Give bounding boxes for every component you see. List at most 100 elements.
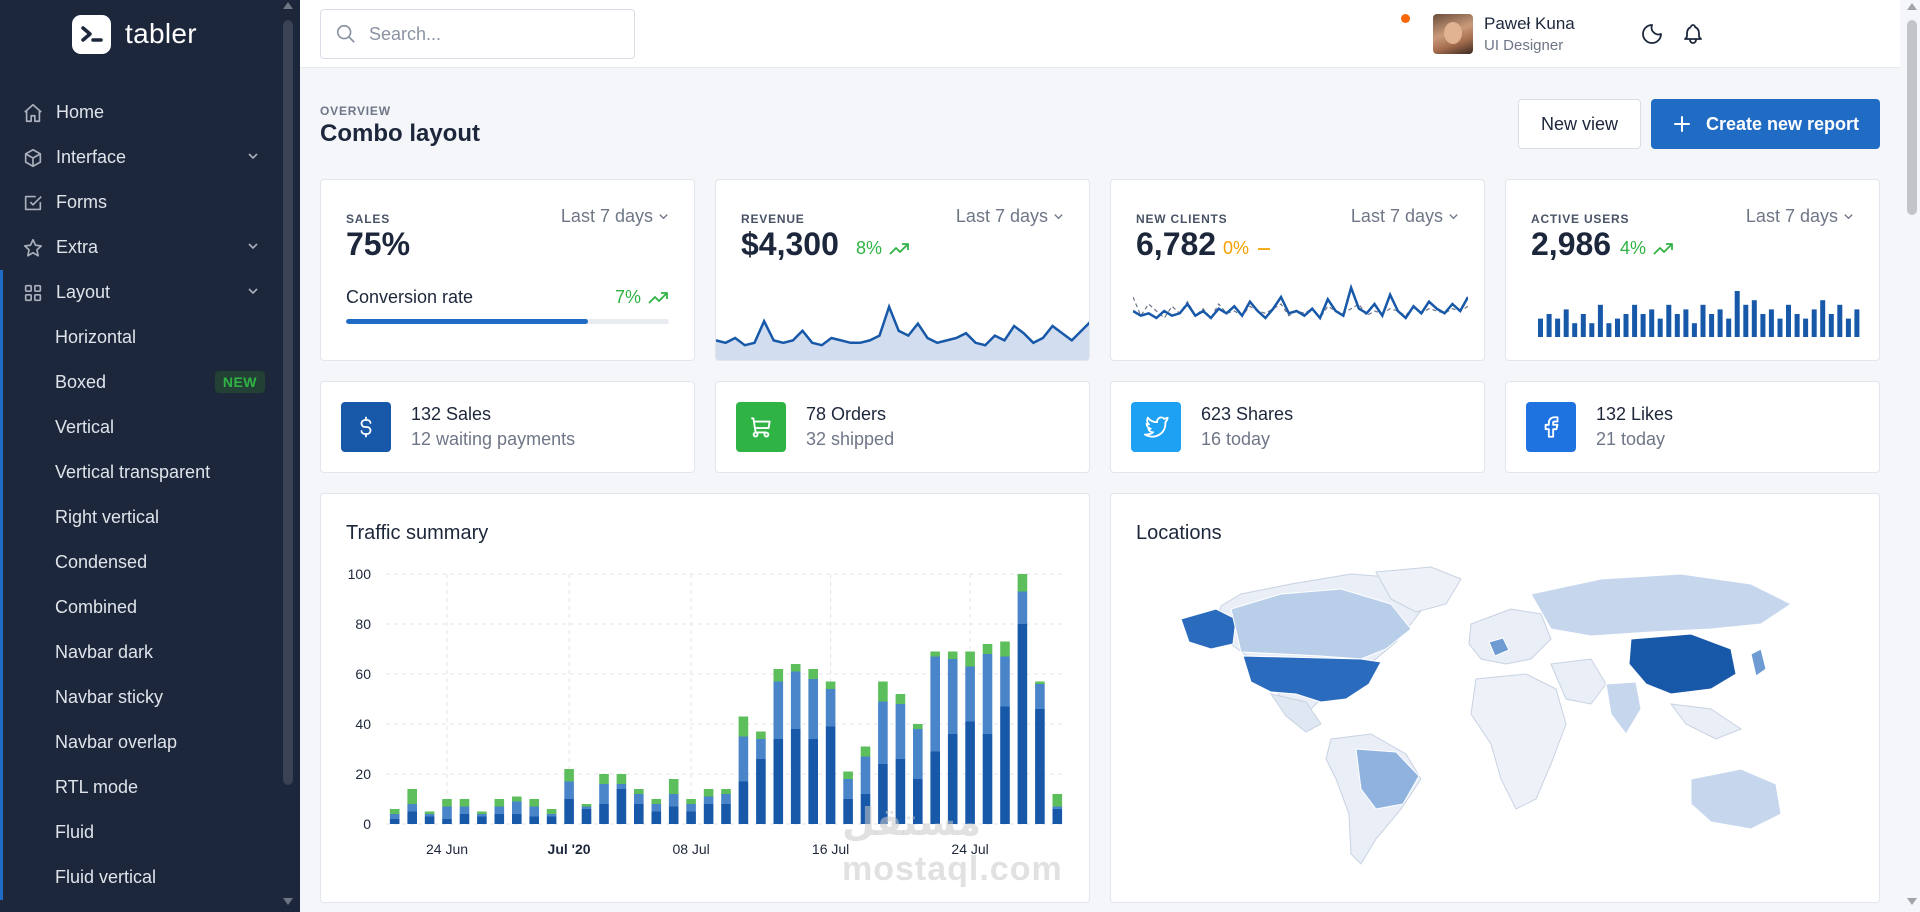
sidebar-sub-boxed[interactable]: Boxed NEW	[0, 360, 280, 405]
bell-icon[interactable]	[1681, 22, 1705, 46]
create-report-button[interactable]: Create new report	[1651, 99, 1880, 149]
new-badge: NEW	[214, 371, 265, 393]
sidebar-scrollbar[interactable]	[283, 20, 293, 785]
sidebar-sub-rtl-mode[interactable]: RTL mode	[0, 765, 280, 810]
brand[interactable]: tabler	[72, 14, 197, 54]
traffic-bar-other	[1017, 574, 1028, 592]
stat-delta: 4%	[1620, 238, 1674, 259]
traffic-bar-web	[616, 789, 627, 824]
active-users-bar	[1632, 304, 1638, 337]
traffic-bar-other	[790, 664, 801, 672]
sidebar-item-label: Navbar overlap	[55, 732, 178, 752]
sidebar-item-home[interactable]: Home	[0, 90, 280, 135]
sidebar-item-interface[interactable]: Interface	[0, 135, 280, 180]
sidebar-scroll-down[interactable]	[283, 898, 293, 905]
sidebar-item-label: Vertical transparent	[55, 462, 211, 482]
sidebar-sub-combined[interactable]: Combined	[0, 585, 280, 630]
page-scroll-down[interactable]	[1907, 898, 1917, 905]
active-users-bar	[1837, 304, 1843, 337]
sidebar-item-extra[interactable]: Extra	[0, 225, 280, 270]
traffic-bar-social	[686, 804, 696, 812]
new-view-button[interactable]: New view	[1518, 99, 1641, 149]
traffic-bar-web	[564, 799, 574, 824]
traffic-chart: 0 20 40 60 80 100 24 Jun Jul '20 08 Jul 16 Jul 24 …	[348, 566, 1066, 857]
world-map[interactable]	[1171, 564, 1821, 874]
sidebar-item-label: Vertical	[55, 417, 115, 437]
range-dropdown[interactable]: Last 7 days	[1351, 206, 1459, 227]
traffic-bar-web	[546, 816, 557, 824]
sidebar-sub-navbar-sticky[interactable]: Navbar sticky	[0, 675, 280, 720]
traffic-bar-social	[982, 654, 993, 734]
y-tick-label: 60	[355, 666, 371, 682]
traffic-bar-social	[546, 814, 557, 817]
chevron-down-icon	[1054, 214, 1063, 220]
progress-fill	[346, 319, 589, 324]
traffic-summary-card: Traffic summary 0 20 40 60 80 100 24 Jun Jul '2…	[320, 493, 1090, 903]
traffic-bar-web	[895, 759, 906, 824]
x-tick-label: 08 Jul	[672, 841, 709, 857]
watermark-arabic: مستقل	[842, 802, 981, 844]
traffic-bar-social	[599, 784, 609, 804]
traffic-bar-other	[738, 716, 749, 737]
traffic-bar-web	[494, 814, 505, 824]
traffic-bar-other	[947, 651, 958, 659]
sidebar-sub-vertical[interactable]: Vertical	[0, 405, 280, 450]
traffic-bar-social	[581, 806, 592, 809]
sidebar-sub-fluid-vertical[interactable]: Fluid vertical	[0, 855, 280, 900]
traffic-bar-web	[825, 726, 836, 824]
traffic-bar-social	[808, 679, 818, 739]
sidebar-sub-right-vertical[interactable]: Right vertical	[0, 495, 280, 540]
map-russia	[1530, 573, 1792, 637]
y-tick-label: 0	[363, 816, 371, 832]
user-name[interactable]: Paweł Kuna	[1484, 14, 1575, 33]
active-users-bar	[1572, 323, 1578, 337]
traffic-bar-social	[389, 814, 400, 819]
page-scroll-up[interactable]	[1907, 3, 1917, 10]
active-users-bar	[1597, 304, 1603, 337]
range-dropdown[interactable]: Last 7 days	[1746, 206, 1854, 227]
search-input[interactable]	[369, 23, 619, 45]
traffic-bar-web	[982, 734, 993, 824]
moon-icon[interactable]	[1640, 22, 1664, 46]
sidebar-sub-navbar-dark[interactable]: Navbar dark	[0, 630, 280, 675]
active-users-bar	[1751, 300, 1757, 337]
search-box[interactable]	[320, 9, 635, 59]
active-users-bar	[1845, 318, 1851, 337]
sidebar-item-layout[interactable]: Layout	[0, 270, 280, 315]
stat-label: NEW CLIENTS	[1136, 212, 1228, 226]
page-scrollbar[interactable]	[1907, 20, 1917, 215]
active-users-bar	[1606, 323, 1612, 337]
range-dropdown[interactable]: Last 7 days	[956, 206, 1064, 227]
traffic-bar-social	[756, 739, 766, 759]
sparkline-current	[1133, 283, 1468, 321]
conversion-delta: 7%	[615, 287, 669, 308]
traffic-bar-social	[1035, 684, 1045, 709]
range-dropdown[interactable]: Last 7 days	[561, 206, 669, 227]
traffic-bar-other	[494, 799, 505, 807]
traffic-bar-other	[634, 789, 644, 794]
active-users-bar	[1683, 309, 1689, 337]
sidebar-sub-vertical-transparent[interactable]: Vertical transparent	[0, 450, 280, 495]
traffic-bar-social	[930, 656, 940, 752]
sidebar-sub-horizontal[interactable]: Horizontal	[0, 315, 280, 360]
sidebar-sub-condensed[interactable]: Condensed	[0, 540, 280, 585]
traffic-bar-social	[947, 659, 958, 734]
mini-card-sales: 132 Sales 12 waiting payments	[320, 381, 695, 473]
traffic-bar-web	[1035, 709, 1045, 824]
sidebar-sub-fluid[interactable]: Fluid	[0, 810, 280, 855]
traffic-bar-web	[512, 814, 522, 824]
map-india	[1605, 681, 1642, 735]
sidebar-item-forms[interactable]: Forms	[0, 180, 280, 225]
sidebar-sub-navbar-overlap[interactable]: Navbar overlap	[0, 720, 280, 765]
map-southeast-asia	[1669, 703, 1743, 740]
sidebar-scroll-up[interactable]	[283, 2, 293, 9]
active-users-bar	[1640, 314, 1646, 337]
traffic-bar-social	[895, 704, 906, 759]
x-tick-label: 24 Jun	[426, 841, 468, 857]
active-users-bar	[1700, 304, 1706, 337]
avatar[interactable]	[1433, 14, 1473, 54]
sidebar-item-label: Fluid	[55, 822, 95, 842]
traffic-bar-social	[1017, 591, 1028, 624]
active-users-bar	[1734, 291, 1740, 337]
traffic-bar-web	[878, 764, 888, 824]
